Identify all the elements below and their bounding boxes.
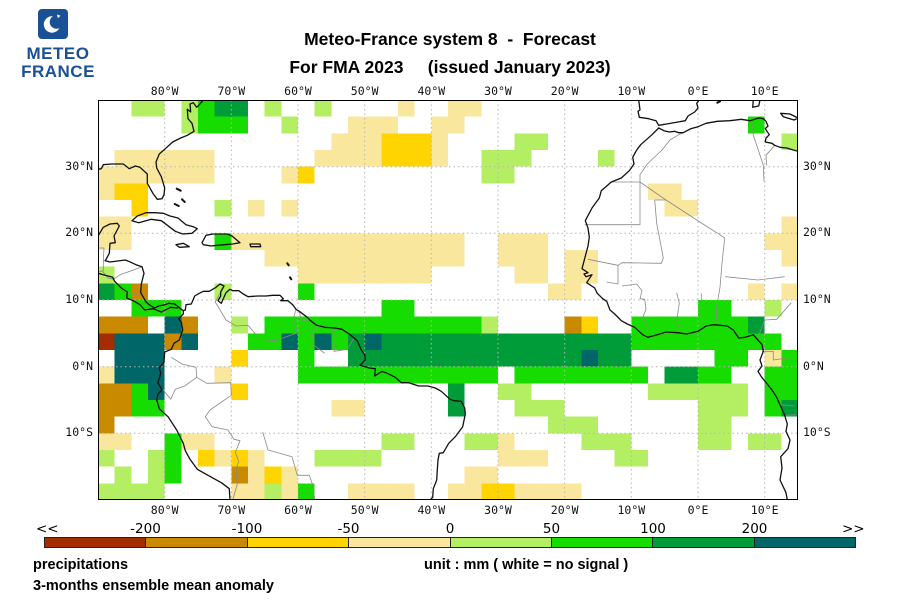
meteo-france-logo: METEO FRANCE (14, 8, 102, 84)
map-plot-area (98, 100, 798, 500)
figure-title: Meteo-France system 8 - Forecast (304, 29, 596, 49)
figure-subtitle: For FMA 2023 (issued January 2023) (289, 57, 611, 77)
legend-variable-label: precipitations (33, 557, 129, 573)
graticule (98, 100, 798, 500)
lon-label-bottom: 50°W (350, 503, 379, 517)
lat-label-right: 20°N (803, 225, 831, 240)
meteo-france-logo-icon (38, 9, 68, 39)
lat-label-left: 10°S (65, 425, 93, 440)
colorbar-segment-2 (246, 538, 349, 547)
lon-label-top: 80°W (150, 84, 179, 98)
lon-label-top: 60°W (284, 84, 312, 98)
colorbar-tick-label: 100 (640, 521, 666, 537)
colorbar-segment-6 (652, 538, 754, 547)
lon-label-bottom: 20°W (550, 503, 579, 517)
colorbar (44, 537, 856, 548)
legend-description-label: 3-months ensemble mean anomaly (33, 578, 274, 594)
colorbar-tick-label: -200 (130, 521, 161, 537)
lon-label-bottom: 40°W (417, 503, 446, 517)
lat-label-right: 10°S (803, 425, 831, 440)
lon-label-bottom: 10°E (750, 503, 779, 517)
lon-label-bottom: 0°E (687, 503, 709, 517)
colorbar-tick-label: -50 (337, 521, 360, 537)
coastlines (98, 100, 798, 500)
map-frame (98, 100, 798, 500)
lat-label-left: 10°N (65, 292, 93, 306)
colorbar-segment-0 (45, 538, 146, 547)
lon-label-top: 20°W (550, 84, 579, 98)
lon-label-top: 10°E (750, 84, 779, 98)
lat-label-right: 30°N (803, 158, 831, 173)
lon-label-bottom: 70°W (217, 503, 246, 517)
colorbar-segment-1 (145, 538, 247, 547)
country-borders (98, 123, 798, 500)
logo-brand-line1: METEO (26, 44, 90, 63)
colorbar-right-arrow: >> (842, 521, 865, 537)
lat-label-left: 30°N (65, 158, 93, 173)
lat-label-left: 20°N (65, 225, 93, 240)
colorbar-segment-7 (753, 538, 855, 547)
colorbar-left-arrow: << (36, 521, 59, 537)
lon-label-top: 30°W (484, 84, 512, 98)
lat-label-right: 0°N (803, 358, 824, 373)
colorbar-tick-label: 50 (542, 521, 561, 537)
colorbar-tick-label: 0 (445, 521, 455, 537)
colorbar-segment-5 (550, 538, 653, 547)
colorbar-tick-label: -100 (231, 521, 263, 537)
lon-label-bottom: 10°W (617, 503, 646, 517)
lat-label-right: 10°N (803, 292, 831, 306)
logo-brand-line2: FRANCE (21, 62, 95, 81)
lon-label-bottom: 60°W (284, 503, 312, 517)
legend-unit-label: unit : mm ( white = no signal ) (424, 557, 629, 573)
colorbar-segment-3 (348, 538, 450, 547)
lon-label-top: 40°W (417, 84, 446, 98)
lon-label-bottom: 30°W (484, 503, 512, 517)
lon-label-top: 70°W (217, 84, 246, 98)
colorbar-segment-4 (449, 538, 551, 547)
lon-label-top: 10°W (617, 84, 646, 98)
forecast-map (98, 100, 798, 500)
lon-label-bottom: 80°W (150, 503, 179, 517)
lon-label-top: 50°W (350, 84, 379, 98)
colorbar-tick-label: 200 (741, 521, 768, 537)
anomaly-cells (98, 100, 798, 500)
lat-label-left: 0°N (72, 358, 93, 373)
lon-label-top: 0°E (687, 84, 709, 98)
